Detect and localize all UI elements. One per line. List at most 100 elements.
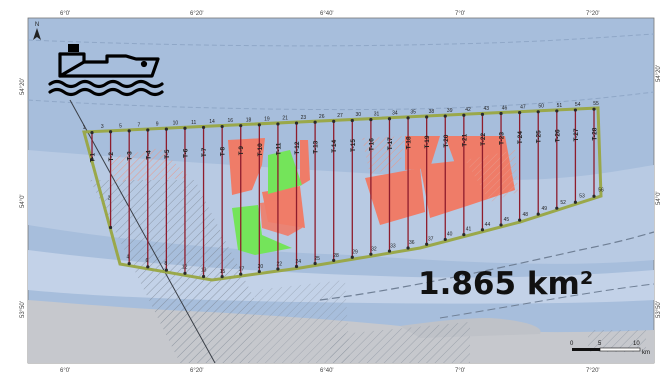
station-point-top [573,108,578,112]
station-number-top: 14 [209,119,215,125]
station-number-bottom: 33 [390,243,396,249]
station-number-bottom: 32 [371,247,377,253]
station-point-top [462,113,466,117]
station-number-top: 19 [264,116,270,122]
station-point-top [480,112,485,116]
scale-label-5: 5 [598,341,602,347]
station-number-bottom: 49 [541,206,547,212]
station-number-bottom: 52 [560,200,566,206]
scale-bar: 0 5 10 km [570,330,650,356]
station-number-bottom: 25 [314,256,320,262]
station-number-bottom: 24 [295,259,301,265]
transect-label: T-25 [536,130,543,143]
station-number-bottom: 2 [108,195,111,201]
station-point-top [294,121,299,125]
restricted-area-west [90,180,255,363]
scale-label-10: 10 [633,341,640,347]
station-point-bottom [146,265,150,269]
transect-label: T-12 [294,141,301,154]
station-number-top: 38 [429,109,435,115]
station-number-bottom: 44 [485,222,491,228]
station-point-bottom [555,206,559,210]
station-point-bottom [387,249,392,253]
station-point-bottom [90,157,94,161]
station-number-top: 34 [392,110,398,116]
station-point-top [443,114,447,118]
transect-label: T-10 [257,143,264,156]
transect-label: T-18 [406,136,413,149]
station-point-top [425,115,429,119]
station-number-top: 54 [575,102,581,108]
station-point-bottom [183,271,187,275]
transect-label: T-14 [331,139,338,152]
station-number-bottom: 15 [220,269,226,275]
station-number-top: 42 [465,107,471,113]
survey-area-boundary [82,106,603,282]
transect-label: T-4 [145,150,152,160]
transect-label: T-8 [220,146,227,156]
station-number-bottom: 45 [504,217,510,223]
station-point-bottom [462,232,466,237]
transect-label: T-15 [350,139,357,152]
transect-label: T-11 [275,142,282,155]
station-number-top: 43 [484,106,490,112]
scale-unit: km [642,350,650,356]
station-point-top [90,131,94,135]
station-point-top [257,123,261,127]
station-number-bottom: 29 [352,250,358,256]
station-number-bottom: 37 [428,237,434,243]
latitude-labels: 54°20' 54°0' 53°50' 54°20' 54°0' 53°50' [20,65,662,318]
station-point-top [164,127,168,131]
longitude-labels: 6°0' 6°20' 6°40' 7°0' 7°20' 6°0' 6°20' 6… [60,11,600,374]
transect-label: T-7 [201,147,208,157]
lon-label-top: 6°40' [320,11,334,17]
station-number-bottom: 40 [447,232,453,238]
station-number-top: 50 [538,104,544,110]
station-number-top: 51 [557,103,563,109]
station-point-top [108,130,113,134]
lon-label-top: 7°20' [586,11,600,17]
station-point-bottom [425,242,429,246]
station-point-top [127,129,131,133]
station-number-top: 18 [246,117,252,123]
scale-label-0: 0 [570,341,574,347]
station-point-top [276,122,280,126]
station-point-bottom [480,228,485,232]
station-number-top: 10 [173,121,179,127]
station-number-bottom: 6 [145,258,148,264]
eez-line [69,99,216,364]
station-point-bottom [201,274,206,279]
station-point-bottom [257,269,261,274]
station-point-bottom [164,268,168,272]
station-number-bottom: 22 [277,262,283,268]
transect-label: T-28 [592,127,599,140]
station-number-top: 21 [282,116,288,122]
station-number-top: 16 [228,118,234,124]
station-number-bottom: 13 [201,268,207,274]
north-label: N [35,22,39,28]
station-point-bottom [592,194,596,198]
station-number-top: 35 [410,110,416,116]
station-number-top: 46 [502,105,508,111]
station-number-top: 11 [191,120,196,126]
station-number-bottom: 41 [466,227,472,233]
station-point-bottom [108,225,113,230]
transect-label: T-3 [127,151,134,161]
station-number-bottom: 17 [239,267,245,273]
station-point-top [536,110,540,114]
lon-label-top: 7°0' [455,11,465,17]
station-point-top [406,116,410,120]
lat-label-left: 53°50' [20,301,26,318]
station-number-top: 27 [337,113,343,119]
station-point-top [239,124,243,128]
transect-label: T-1 [90,153,97,163]
station-number-top: 5 [119,123,122,129]
lon-label-bottom: 7°20' [586,368,600,374]
station-number-bottom: 28 [333,253,339,259]
station-point-bottom [573,200,578,204]
transect-label: T-26 [554,129,561,142]
station-point-top [220,124,224,129]
station-point-bottom [220,275,224,279]
station-point-bottom [499,223,503,227]
